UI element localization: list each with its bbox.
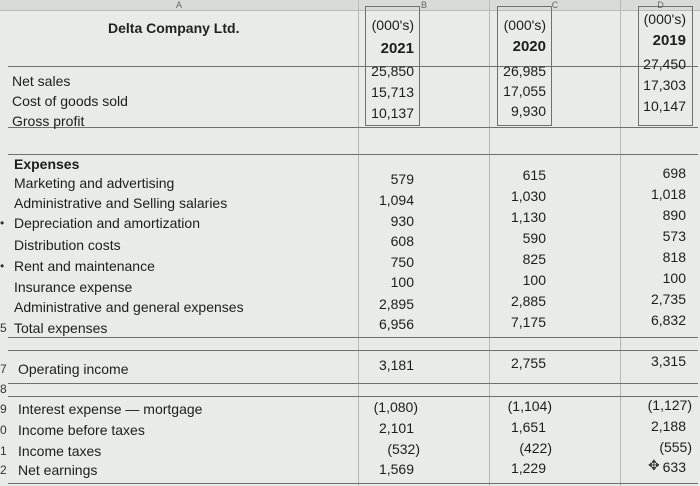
row-number[interactable]: 8 [0, 382, 7, 396]
value-cell[interactable]: 10,147 [643, 98, 686, 114]
label-total-expenses[interactable]: Total expenses [14, 320, 108, 336]
column-header-d[interactable]: D [621, 0, 700, 11]
value-cell[interactable]: 1,651 [510, 419, 546, 435]
unit-label-2021[interactable]: (000's) [371, 17, 414, 33]
value-cell[interactable]: 2,885 [510, 293, 546, 309]
value-cell[interactable]: 10,137 [371, 105, 414, 121]
value-cell[interactable]: 1,030 [510, 188, 546, 204]
row-number[interactable]: 2 [0, 463, 7, 477]
value-cell[interactable]: 750 [390, 254, 414, 270]
year-2020[interactable]: 2020 [512, 38, 546, 55]
label-insurance[interactable]: Insurance expense [14, 279, 133, 295]
value-cell[interactable]: 1,229 [510, 460, 546, 476]
plus-cursor-icon: ✥ [648, 457, 660, 473]
value-cell[interactable]: 6,832 [650, 312, 686, 328]
row-number[interactable]: 9 [0, 402, 7, 416]
label-marketing[interactable]: Marketing and advertising [14, 175, 175, 191]
value-cell[interactable]: 2,895 [378, 296, 414, 312]
unit-label-2020[interactable]: (000's) [503, 17, 546, 33]
row-number[interactable]: • [0, 216, 5, 230]
gridline [358, 0, 359, 486]
value-cell[interactable]: 573 [662, 228, 686, 244]
value-cell[interactable]: 1,018 [650, 186, 686, 202]
value-cell[interactable]: 17,303 [643, 77, 686, 93]
value-cell[interactable]: 9,930 [510, 103, 546, 119]
value-cell[interactable]: 2,735 [650, 291, 686, 307]
value-cell[interactable]: 26,985 [503, 63, 546, 79]
label-net-sales[interactable]: Net sales [12, 73, 71, 89]
value-cell[interactable]: 100 [662, 270, 686, 286]
value-cell[interactable]: 100 [390, 274, 414, 290]
label-income-before-taxes[interactable]: Income before taxes [18, 422, 145, 438]
header-box-2020 [497, 6, 552, 126]
row-number[interactable]: 0 [0, 423, 7, 437]
value-cell[interactable]: 890 [662, 207, 686, 223]
value-cell[interactable]: 2,101 [378, 420, 414, 436]
top-section-box [8, 66, 698, 128]
value-cell[interactable]: 2,188 [650, 418, 686, 434]
value-cell[interactable]: 698 [662, 165, 686, 181]
gridline [489, 0, 490, 486]
label-operating-income[interactable]: Operating income [18, 361, 129, 377]
value-cell[interactable]: 1,569 [378, 461, 414, 477]
value-cell[interactable]: 7,175 [510, 314, 546, 330]
row-number[interactable]: 1 [0, 444, 7, 458]
value-cell[interactable]: (422) [519, 440, 552, 456]
label-cogs[interactable]: Cost of goods sold [12, 93, 128, 109]
operating-section-box [8, 350, 698, 384]
value-cell[interactable]: (555) [659, 439, 692, 455]
value-cell[interactable]: (1,080) [373, 399, 418, 415]
column-header-b[interactable]: B [359, 0, 489, 11]
label-admin-general[interactable]: Administrative and general expenses [14, 299, 244, 315]
row-number[interactable]: 7 [0, 362, 7, 376]
header-box-2019 [638, 6, 693, 126]
value-cell[interactable]: 818 [662, 249, 686, 265]
expenses-heading[interactable]: Expenses [14, 156, 80, 172]
bottom-section-box [8, 396, 698, 484]
value-cell[interactable]: 579 [390, 171, 414, 187]
value-cell[interactable]: 615 [522, 167, 546, 183]
company-name-cell[interactable]: Delta Company Ltd. [108, 20, 240, 36]
value-cell[interactable]: 17,055 [503, 83, 546, 99]
value-cell[interactable]: 633 [662, 459, 686, 475]
label-rent[interactable]: Rent and maintenance [14, 258, 155, 274]
value-cell[interactable]: 2,755 [510, 355, 546, 371]
value-cell[interactable]: 1,130 [510, 209, 546, 225]
row-number[interactable]: 5 [0, 321, 7, 335]
year-2019[interactable]: 2019 [652, 32, 686, 49]
year-2021[interactable]: 2021 [380, 40, 414, 57]
value-cell[interactable]: 590 [522, 230, 546, 246]
column-header-c[interactable]: C [490, 0, 620, 11]
value-cell[interactable]: (532) [387, 441, 420, 457]
value-cell[interactable]: 6,956 [378, 316, 414, 332]
label-distribution[interactable]: Distribution costs [14, 237, 121, 253]
label-gross-profit[interactable]: Gross profit [12, 113, 85, 129]
value-cell[interactable]: (1,104) [507, 398, 552, 414]
value-cell[interactable]: 3,315 [650, 353, 686, 369]
value-cell[interactable]: 15,713 [371, 84, 414, 100]
gridline [620, 0, 621, 486]
header-box-2021 [365, 6, 420, 126]
value-cell[interactable]: 25,850 [371, 63, 414, 79]
value-cell[interactable]: 100 [522, 272, 546, 288]
unit-label-2019[interactable]: (000's) [643, 11, 686, 27]
value-cell[interactable]: 1,094 [378, 192, 414, 208]
value-cell[interactable]: 27,450 [643, 56, 686, 72]
label-interest-expense[interactable]: Interest expense — mortgage [18, 401, 203, 417]
value-cell[interactable]: 608 [390, 233, 414, 249]
column-header-a[interactable]: A [0, 0, 358, 11]
label-admin-selling-salaries[interactable]: Administrative and Selling salaries [14, 195, 228, 211]
value-cell[interactable]: 825 [522, 251, 546, 267]
label-depreciation[interactable]: Depreciation and amortization [14, 215, 200, 231]
row-number[interactable]: • [0, 259, 5, 273]
expenses-section-box [8, 154, 698, 338]
value-cell[interactable]: 3,181 [378, 357, 414, 373]
value-cell[interactable]: 930 [390, 213, 414, 229]
label-net-earnings[interactable]: Net earnings [18, 462, 98, 478]
label-income-taxes[interactable]: Income taxes [18, 443, 102, 459]
value-cell[interactable]: (1,127) [647, 397, 692, 413]
